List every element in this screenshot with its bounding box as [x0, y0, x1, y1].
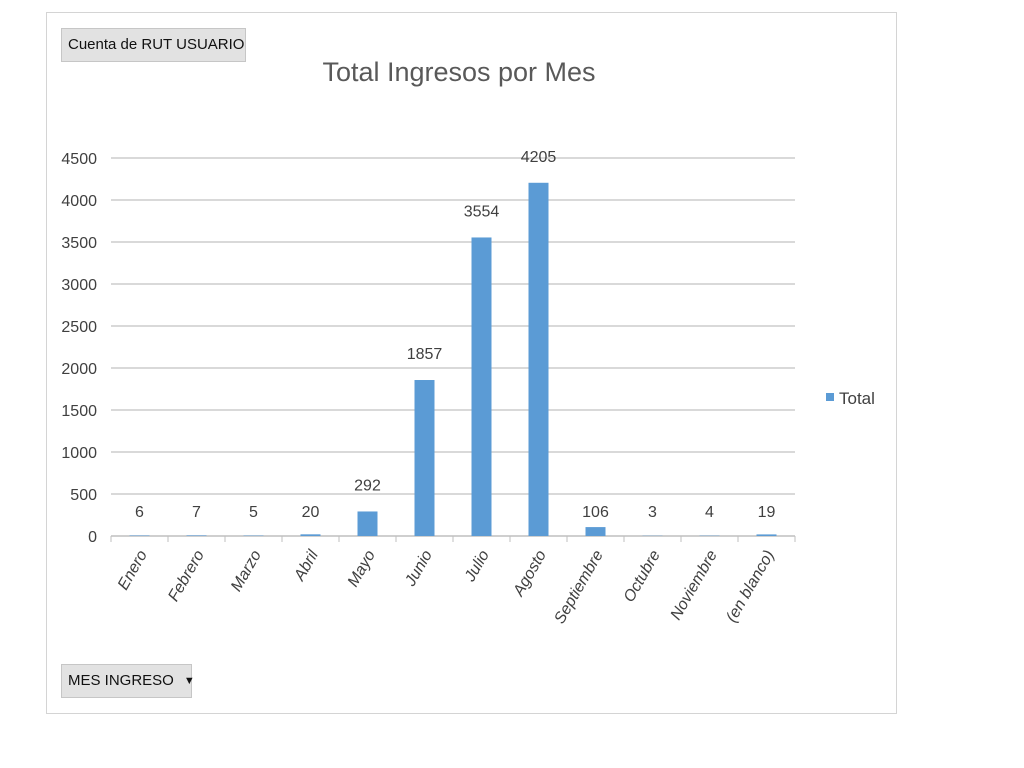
x-tick-label: Junio [402, 547, 436, 590]
y-axis-ticks: 0 500 1000 1500 2000 2500 3000 3500 4000 4500 [61, 151, 97, 546]
bars [129, 182, 777, 537]
data-label: 1857 [407, 346, 443, 363]
data-label: 7 [192, 504, 201, 521]
y-tick-label: 0 [88, 529, 97, 546]
data-labels: 6 7 5 20 292 1857 3554 4205 106 3 4 19 [135, 149, 775, 521]
data-label: 292 [354, 477, 381, 494]
y-tick-label: 1500 [61, 403, 97, 420]
bar-agosto [528, 182, 549, 536]
data-label: 20 [302, 504, 320, 521]
x-tick-label: Mayo [345, 547, 379, 589]
x-axis-ticks: Enero Febrero Marzo Abril Mayo Junio Julio Agos… [110, 536, 796, 627]
y-tick-label: 2500 [61, 319, 97, 336]
legend-swatch [826, 393, 834, 401]
x-tick-label: Febrero [165, 547, 208, 604]
x-tick-label: Octubre [621, 547, 664, 605]
axis-field-button[interactable]: MES INGRESO ▼ [61, 664, 195, 698]
y-tick-label: 500 [70, 487, 97, 504]
bar-mayo [357, 511, 378, 536]
y-tick-label: 4000 [61, 193, 97, 210]
bar-enero [129, 535, 150, 536]
x-tick-label: Julio [461, 547, 493, 585]
x-tick-label: Noviembre [668, 547, 721, 623]
bar-abril [300, 534, 321, 536]
bar-julio [471, 237, 492, 537]
gridlines [111, 157, 795, 537]
x-tick-label: Agosto [510, 547, 550, 600]
value-field-label: Cuenta de RUT USUARIO [68, 36, 245, 53]
value-field-button[interactable]: Cuenta de RUT USUARIO [61, 28, 246, 62]
x-tick-label: Marzo [228, 547, 265, 594]
y-tick-label: 4500 [61, 151, 97, 168]
y-tick-label: 3000 [61, 277, 97, 294]
data-label: 106 [582, 504, 609, 521]
bar-septiembre [585, 527, 606, 536]
y-tick-label: 1000 [61, 445, 97, 462]
x-tick-label: Enero [115, 547, 151, 593]
data-label: 5 [249, 504, 258, 521]
bar-febrero [186, 535, 207, 536]
x-tick-label: Septiembre [551, 547, 607, 626]
x-tick-label: (en blanco) [723, 548, 778, 626]
bar-enblanco [756, 534, 777, 536]
legend-label: Total [839, 389, 875, 408]
dropdown-arrow-icon[interactable]: ▼ [183, 675, 195, 688]
y-tick-label: 2000 [61, 361, 97, 378]
data-label: 19 [758, 504, 776, 521]
legend: Total [826, 389, 875, 408]
chart-title: Total Ingresos por Mes [322, 57, 595, 87]
data-label: 4 [705, 504, 714, 521]
data-label: 6 [135, 504, 144, 521]
x-tick-label: Abril [291, 547, 322, 584]
y-tick-label: 3500 [61, 235, 97, 252]
data-label: 4205 [521, 149, 557, 166]
data-label: 3554 [464, 203, 500, 220]
axis-field-label: MES INGRESO [68, 672, 174, 689]
bar-junio [414, 380, 435, 536]
data-label: 3 [648, 504, 657, 521]
